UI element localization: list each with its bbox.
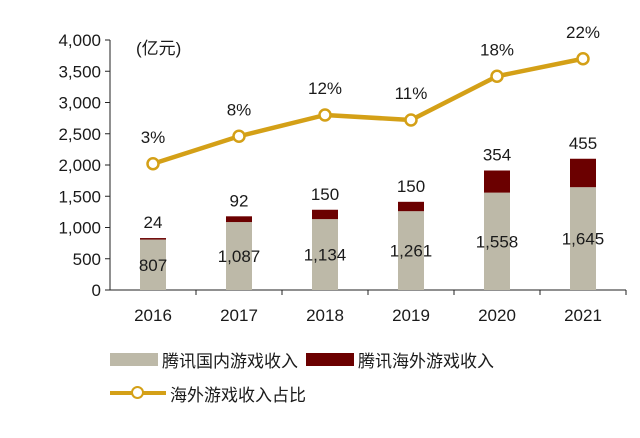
legend-row-2: 海外游戏收入占比 (110, 380, 502, 406)
y-tick-label: 2,000 (58, 156, 101, 175)
bar-overseas (226, 216, 252, 223)
bar-domestic (398, 211, 424, 290)
legend-label-share: 海外游戏收入占比 (170, 385, 306, 405)
share-label: 22% (566, 23, 600, 42)
x-tick-label: 2021 (564, 306, 602, 325)
share-label: 12% (308, 79, 342, 98)
bar-overseas (140, 238, 166, 240)
legend-label-overseas: 腾讯海外游戏收入 (358, 351, 494, 371)
share-label: 8% (227, 100, 252, 119)
bar-domestic (312, 219, 338, 290)
bar-domestic (140, 239, 166, 290)
share-marker (146, 157, 160, 171)
bar-domestic-label: 1,087 (218, 247, 261, 266)
y-tick-label: 2,500 (58, 125, 101, 144)
y-tick-label: 1,000 (58, 219, 101, 238)
y-tick-label: 3,500 (58, 62, 101, 81)
share-marker (576, 52, 590, 66)
bar-domestic (570, 187, 596, 290)
legend-item-share: 海外游戏收入占比 (110, 381, 306, 406)
legend: 腾讯国内游戏收入 腾讯海外游戏收入 海外游戏收入占比 (110, 346, 502, 414)
bar-overseas-label: 455 (569, 134, 597, 153)
bar-overseas-label: 150 (311, 185, 339, 204)
bar-overseas (398, 201, 424, 212)
share-marker (232, 129, 246, 143)
bar-domestic-label: 1,134 (304, 246, 347, 265)
y-tick-label: 1,500 (58, 187, 101, 206)
x-tick-label: 2020 (478, 306, 516, 325)
bar-domestic-label: 807 (139, 256, 167, 275)
x-tick-label: 2016 (134, 306, 172, 325)
x-tick-label: 2019 (392, 306, 430, 325)
legend-item-overseas: 腾讯海外游戏收入 (306, 347, 494, 372)
bar-overseas-label: 354 (483, 146, 511, 165)
bar-domestic (226, 222, 252, 290)
bar-domestic (484, 192, 510, 290)
share-marker (404, 113, 418, 127)
legend-item-domestic: 腾讯国内游戏收入 (110, 347, 298, 372)
x-tick-label: 2018 (306, 306, 344, 325)
legend-row-1: 腾讯国内游戏收入 腾讯海外游戏收入 (110, 346, 502, 372)
bar-overseas (312, 209, 338, 220)
bar-overseas (484, 170, 510, 193)
bar-domestic-label: 1,558 (476, 232, 519, 251)
bar-domestic-label: 1,261 (390, 242, 433, 261)
legend-label-domestic: 腾讯国内游戏收入 (162, 351, 298, 371)
legend-swatch-share-marker (131, 386, 144, 399)
share-label: 3% (141, 128, 166, 147)
bar-overseas (570, 158, 596, 188)
y-tick-label: 3,000 (58, 94, 101, 113)
share-marker (490, 69, 504, 83)
bar-overseas-label: 92 (230, 191, 249, 210)
y-tick-label: 4,000 (58, 31, 101, 50)
share-label: 11% (395, 84, 428, 103)
legend-swatch-share (110, 386, 166, 400)
legend-swatch-overseas (306, 352, 354, 366)
share-label: 18% (480, 40, 514, 59)
bars-group: 807 24 1,087 92 1,134 150 1,261 150 1,558 354 1,64… (139, 134, 604, 290)
share-marker (318, 108, 332, 122)
unit-label: (亿元) (136, 39, 181, 58)
legend-swatch-domestic (110, 352, 158, 366)
share-line (152, 56, 584, 166)
x-axis-ticks: 2016 2017 2018 2019 2020 2021 (134, 290, 627, 325)
stacked-bar-line-chart: 05001,0001,5002,0002,5003,0003,5004,000 … (58, 23, 627, 325)
y-axis-ticks: 0 500 1,000 1,500 2,000 2,500 3,000 3,500 4,000 (58, 31, 110, 300)
bar-overseas-label: 150 (397, 177, 425, 196)
bar-domestic-label: 1,645 (562, 230, 605, 249)
y-tick-label: 500 (73, 250, 101, 269)
y-tick-label: 0 (92, 281, 101, 300)
bar-overseas-label: 24 (144, 213, 163, 232)
line-group: 3% 8% 12% 11% 18% 22% (141, 23, 600, 171)
x-tick-label: 2017 (220, 306, 258, 325)
